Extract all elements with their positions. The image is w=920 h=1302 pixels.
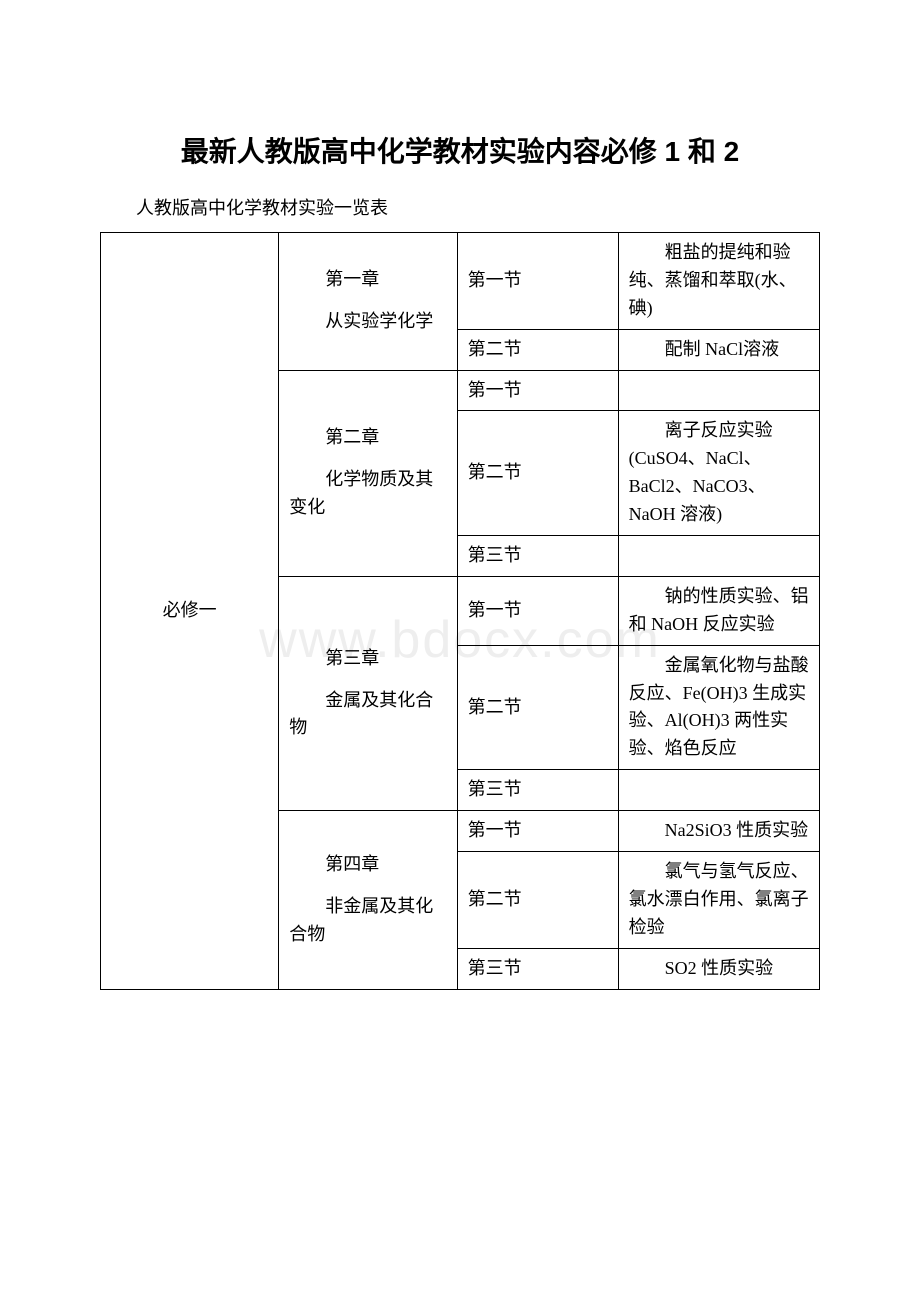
- section-cell: 第一节: [457, 370, 618, 411]
- section-cell: 第一节: [457, 576, 618, 645]
- section-cell: 第二节: [457, 645, 618, 770]
- chapter-cell: 第三章 金属及其化合物: [279, 576, 457, 810]
- section-cell: 第一节: [457, 811, 618, 852]
- desc-cell: SO2 性质实验: [618, 948, 819, 989]
- chapter-cell: 第二章 化学物质及其变化: [279, 370, 457, 576]
- experiment-table: 必修一 第一章 从实验学化学 第一节 粗盐的提纯和验纯、蒸馏和萃取(水、碘) 第…: [100, 232, 820, 990]
- chapter-title: 第二章: [289, 424, 446, 452]
- chapter-title: 第四章: [289, 851, 446, 879]
- chapter-title: 第一章: [289, 266, 446, 294]
- section-cell: 第一节: [457, 233, 618, 330]
- chapter-cell: 第一章 从实验学化学: [279, 233, 457, 371]
- book-cell: 必修一: [101, 233, 279, 990]
- chapter-title: 第三章: [289, 645, 446, 673]
- page-subtitle: 人教版高中化学教材实验一览表: [100, 194, 820, 220]
- chapter-sub: 非金属及其化合物: [289, 893, 446, 949]
- page-title: 最新人教版高中化学教材实验内容必修 1 和 2: [100, 130, 820, 170]
- section-cell: 第二节: [457, 329, 618, 370]
- desc-cell: 离子反应实验(CuSO4、NaCl、BaCl2、NaCO3、NaOH 溶液): [618, 411, 819, 536]
- document-page: 最新人教版高中化学教材实验内容必修 1 和 2 人教版高中化学教材实验一览表 必…: [0, 0, 920, 1050]
- chapter-cell: 第四章 非金属及其化合物: [279, 811, 457, 989]
- section-cell: 第三节: [457, 536, 618, 577]
- section-cell: 第二节: [457, 411, 618, 536]
- desc-cell: 氯气与氢气反应、氯水漂白作用、氯离子检验: [618, 852, 819, 949]
- section-cell: 第二节: [457, 852, 618, 949]
- desc-cell: 钠的性质实验、铝和 NaOH 反应实验: [618, 576, 819, 645]
- table-row: 必修一 第一章 从实验学化学 第一节 粗盐的提纯和验纯、蒸馏和萃取(水、碘): [101, 233, 820, 330]
- desc-cell: [618, 370, 819, 411]
- desc-cell: [618, 536, 819, 577]
- chapter-sub: 金属及其化合物: [289, 687, 446, 743]
- chapter-sub: 从实验学化学: [289, 308, 446, 336]
- desc-cell: [618, 770, 819, 811]
- section-cell: 第三节: [457, 770, 618, 811]
- desc-cell: Na2SiO3 性质实验: [618, 811, 819, 852]
- desc-cell: 粗盐的提纯和验纯、蒸馏和萃取(水、碘): [618, 233, 819, 330]
- desc-cell: 金属氧化物与盐酸反应、Fe(OH)3 生成实验、Al(OH)3 两性实验、焰色反…: [618, 645, 819, 770]
- chapter-sub: 化学物质及其变化: [289, 466, 446, 522]
- desc-cell: 配制 NaCl溶液: [618, 329, 819, 370]
- section-cell: 第三节: [457, 948, 618, 989]
